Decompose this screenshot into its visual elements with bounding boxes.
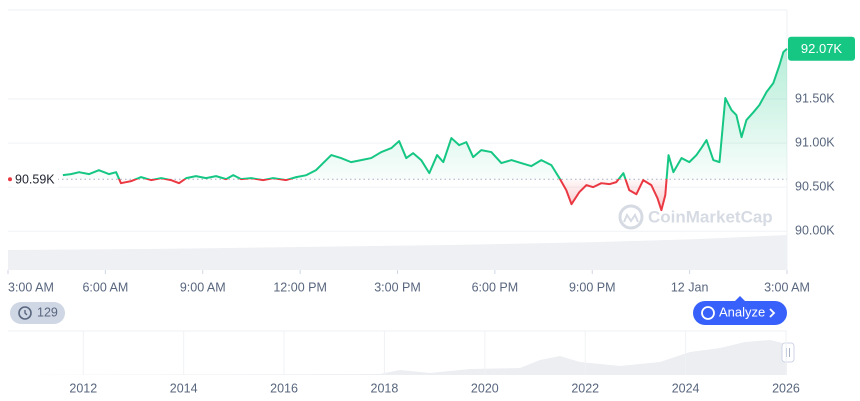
x-tick-label: 12:00 PM	[273, 280, 327, 294]
analyze-button[interactable]: Analyze	[693, 296, 787, 325]
x-tick-label: 9:00 AM	[180, 280, 226, 294]
analyze-label: Analyze	[719, 304, 765, 319]
baseline-label: 90.59K	[15, 173, 55, 187]
navigator-tick-label: 2018	[371, 381, 399, 395]
navigator-tick-label: 2022	[571, 381, 599, 395]
volume-band	[8, 235, 787, 270]
price-line	[62, 48, 788, 212]
navigator-tick-label: 2026	[772, 381, 800, 395]
current-price-label: 92.07K	[801, 41, 843, 56]
navigator-tick-label: 2012	[69, 381, 97, 395]
x-tick-label: 3:00 AM	[764, 280, 810, 294]
x-tick-label: 12 Jan	[671, 280, 709, 294]
navigator-handle[interactable]	[781, 342, 795, 363]
watermark: CoinMarketCap	[618, 204, 773, 230]
navigator-tick-label: 2014	[170, 381, 198, 395]
price-area	[62, 48, 788, 211]
x-tick-label: 9:00 PM	[569, 280, 616, 294]
current-price-tag	[788, 36, 855, 61]
y-tick-label: 91.00K	[795, 135, 835, 149]
y-tick-label: 91.50K	[795, 91, 835, 105]
history-count: 129	[37, 305, 58, 319]
baseline-dot	[8, 177, 12, 182]
navigator-tick-label: 2016	[270, 381, 298, 395]
watermark-text: CoinMarketCap	[648, 207, 773, 226]
x-tick-label: 6:00 AM	[82, 280, 128, 294]
x-tick-label: 3:00 AM	[8, 280, 54, 294]
x-tick-label: 6:00 PM	[472, 280, 519, 294]
baseline-label-bg	[12, 171, 58, 188]
history-badge[interactable]: 129	[10, 302, 65, 324]
x-tick-label: 3:00 PM	[374, 280, 421, 294]
navigator-tick-label: 2020	[471, 381, 499, 395]
y-tick-label: 90.50K	[795, 179, 835, 193]
navigator-tick-label: 2024	[672, 381, 700, 395]
y-tick-label: 90.00K	[795, 224, 835, 238]
navigator-area	[8, 340, 787, 375]
